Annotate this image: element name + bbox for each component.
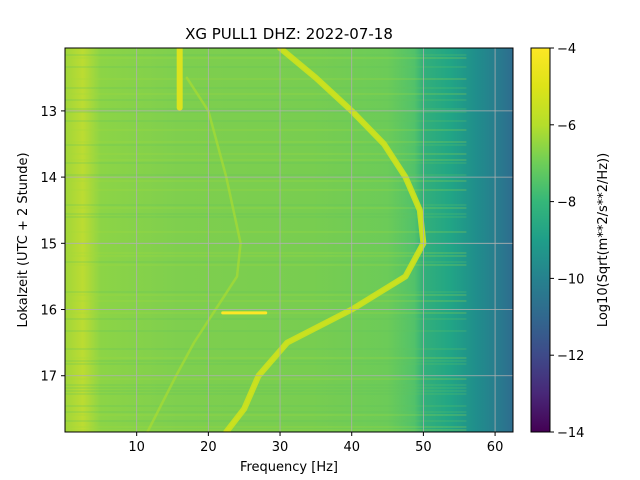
noise-band <box>65 294 467 296</box>
colorbar-tick-label: −10 <box>557 272 584 287</box>
noise-band <box>65 261 467 263</box>
x-tick-label: 50 <box>415 440 432 455</box>
grid-lines <box>65 48 513 432</box>
spectrogram-plot-area <box>65 48 513 432</box>
noise-band <box>65 255 467 257</box>
noise-band <box>65 357 467 359</box>
colorbar-tick-label: −4 <box>557 42 576 57</box>
noise-band <box>65 108 467 110</box>
noise-band <box>65 204 467 206</box>
y-tick-label: 14 <box>40 171 57 186</box>
x-axis-ticks: 10 20 30 40 50 60 <box>128 432 503 455</box>
noise-band <box>65 213 467 215</box>
x-tick-label: 60 <box>487 440 504 455</box>
plot-frame <box>64 47 514 433</box>
noise-band <box>65 420 467 422</box>
noise-band <box>65 387 467 389</box>
spectrogram-background <box>65 48 513 432</box>
noise-band <box>65 111 467 113</box>
noise-band <box>65 189 467 191</box>
colorbar: −4 −6 −8 −10 −12 −14 Log10(Sqrt(m**2/s**2/Hz)… <box>530 42 611 441</box>
noise-band <box>65 300 467 302</box>
noise-band <box>65 291 467 293</box>
y-tick-label: 15 <box>40 237 57 252</box>
x-axis-label: Frequency [Hz] <box>240 460 338 475</box>
noise-band <box>65 78 467 80</box>
noise-band <box>65 120 467 122</box>
noise-band <box>65 129 467 131</box>
noise-band <box>65 57 467 59</box>
y-tick-label: 13 <box>40 105 57 120</box>
noise-band <box>65 141 467 143</box>
noise-band <box>65 174 467 176</box>
chart-title: XG PULL1 DHZ: 2022-07-18 <box>185 25 393 43</box>
noise-band <box>65 393 467 395</box>
noise-band <box>65 318 467 320</box>
noise-band <box>65 378 467 380</box>
noise-band <box>65 54 467 56</box>
noise-band <box>65 252 467 254</box>
noise-band <box>65 87 467 89</box>
colorbar-gradient <box>530 47 551 433</box>
x-tick-label: 20 <box>200 440 217 455</box>
colorbar-tick-label: −12 <box>557 349 584 364</box>
faint-secondary-line <box>146 76 242 432</box>
y-axis-label: Lokalzeit (UTC + 2 Stunde) <box>16 152 31 327</box>
noise-band <box>65 384 467 386</box>
noise-band <box>65 93 467 95</box>
noise-band <box>65 216 467 218</box>
colorbar-ticks: −4 −6 −8 −10 −12 −14 <box>550 42 584 441</box>
noise-band <box>65 411 467 413</box>
colorbar-tick-label: −8 <box>557 196 576 211</box>
x-tick-label: 40 <box>343 440 360 455</box>
noise-band <box>65 414 467 416</box>
noise-band <box>65 360 467 362</box>
y-tick-label: 16 <box>40 304 57 319</box>
noise-band <box>65 348 467 350</box>
noise-band <box>65 390 467 392</box>
noise-band <box>65 162 467 164</box>
noise-band <box>65 153 467 155</box>
noise-band <box>65 144 467 146</box>
x-tick-label: 10 <box>128 440 145 455</box>
y-axis-ticks: 13 14 15 16 17 <box>40 105 65 385</box>
noise-band <box>65 99 467 101</box>
noise-band <box>65 231 467 233</box>
x-tick-label: 30 <box>272 440 289 455</box>
noise-band <box>65 207 467 209</box>
noise-band <box>65 264 467 266</box>
noise-band <box>65 405 467 407</box>
noise-band <box>65 426 467 428</box>
noise-band <box>65 66 467 68</box>
colorbar-tick-label: −6 <box>557 119 576 134</box>
colorbar-tick-label: −14 <box>557 426 584 441</box>
noise-band <box>65 180 467 182</box>
y-tick-label: 17 <box>40 370 57 385</box>
noise-band <box>65 330 467 332</box>
noise-band <box>65 159 467 161</box>
colorbar-label: Log10(Sqrt(m**2/s**2/Hz)) <box>596 153 611 327</box>
noise-band <box>65 429 467 431</box>
